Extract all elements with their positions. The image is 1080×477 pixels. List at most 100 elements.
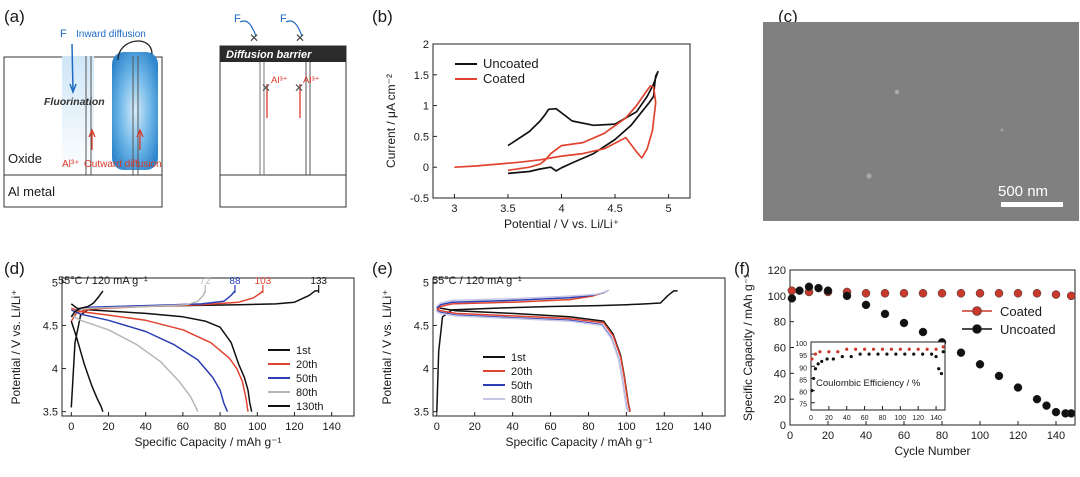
charge-curve-80th: [436, 289, 610, 308]
x-tick-label: 4: [558, 203, 564, 215]
inset-point-coated: [863, 347, 867, 351]
y-axis-label: Specific Capacity / mAh g⁻¹: [741, 274, 755, 421]
sem-particle: [866, 173, 872, 179]
capacity-marker-label: 103: [255, 276, 272, 287]
inset-point-uncoated: [937, 367, 941, 371]
inset-point-uncoated: [934, 354, 938, 359]
x-tick-label: 60: [544, 421, 556, 433]
x-tick-label: 40: [860, 430, 872, 442]
plot-frame: [61, 277, 355, 417]
y-tick-label: 5: [52, 277, 58, 289]
data-point-uncoated: [899, 318, 909, 328]
panel-a-label: (a): [4, 7, 25, 26]
plot-frame: [432, 277, 726, 417]
inset-point-uncoated: [831, 357, 835, 361]
inset-point-uncoated: [813, 367, 818, 371]
inset-point-uncoated: [840, 354, 844, 359]
f-ion-barrier-2: F: [280, 13, 287, 25]
inset-point-uncoated: [825, 357, 829, 361]
x-tick-label: 120: [655, 421, 673, 433]
x-tick-label: 40: [507, 421, 519, 433]
data-point-uncoated: [918, 327, 928, 337]
inset-point-uncoated: [912, 352, 916, 356]
y-tick-label: 80: [774, 317, 786, 329]
legend-label: 1st: [511, 352, 526, 364]
legend-label: 50th: [296, 373, 317, 385]
y-tick-label: 0: [423, 162, 429, 174]
data-point-uncoated: [823, 286, 833, 295]
y-tick-label: 5: [423, 277, 429, 289]
y-tick-label: 75: [799, 402, 807, 409]
legend-label: 1st: [296, 345, 311, 357]
x-tick-label: 0: [434, 421, 440, 433]
data-point-uncoated: [1042, 401, 1051, 410]
condition-label-d: 55°C / 120 mA g⁻¹: [58, 275, 148, 287]
f-ion-label: F: [60, 28, 67, 40]
x-tick-label: 100: [971, 430, 989, 442]
inset-point-coated: [925, 347, 929, 351]
discharge-curve-50th: [70, 309, 229, 412]
inset-point-uncoated: [867, 352, 871, 356]
discharge-curve-130th: [70, 320, 104, 412]
x-tick-label: 20: [822, 430, 834, 442]
inset-point-uncoated: [810, 388, 814, 393]
x-tick-label: 3.5: [500, 203, 515, 215]
x-tick-label: 5: [666, 203, 672, 215]
inset-point-coated: [836, 350, 840, 354]
inset-point-uncoated: [816, 362, 820, 366]
scale-bar-label: 500 nm: [998, 183, 1048, 200]
curved-arrow: [117, 40, 153, 61]
coulombic-efficiency-inset: 0 20 40 60 80 100 120 140 75 80 85 90 95 100: [795, 341, 946, 422]
x-axis-label: Specific Capacity / mAh g⁻¹: [134, 435, 281, 449]
capacity-marker-label: 72: [200, 276, 212, 287]
blocked-arrow: [285, 20, 303, 37]
inset-point-coated: [810, 357, 814, 361]
x-tick-label: 3: [451, 203, 457, 215]
diffusion-barrier-layer: [220, 46, 346, 62]
x-tick-label: 40: [843, 415, 851, 422]
y-tick-label: 1: [423, 101, 429, 113]
discharge-curve-80th: [436, 310, 629, 413]
panel-c: (c) 500 nm: [763, 7, 1079, 221]
inset-point-coated: [813, 352, 818, 356]
y-tick-label: 4.5: [414, 320, 429, 332]
panel-b-label: (b): [372, 7, 393, 26]
inset-point-uncoated: [849, 354, 853, 359]
barrier-label: Diffusion barrier: [226, 49, 312, 61]
x-tick-label: 20: [102, 421, 114, 433]
y-tick-label: 100: [795, 341, 807, 348]
al3-barrier-2: Al³⁺: [303, 75, 320, 86]
inset-point-coated: [845, 347, 849, 351]
data-point-coated: [880, 289, 890, 298]
x-axis-label: Potential / V vs. Li/Li⁺: [504, 217, 619, 231]
inset-point-coated: [916, 347, 920, 351]
y-tick-label: 100: [768, 291, 786, 303]
data-point-uncoated: [814, 283, 823, 293]
y-tick-label: 0: [780, 420, 786, 432]
inset-point-uncoated: [812, 376, 816, 381]
inset-point-coated: [827, 350, 831, 354]
data-point-uncoated: [956, 348, 966, 357]
data-point-coated: [1066, 291, 1076, 301]
x-tick-label: 60: [898, 430, 910, 442]
inward-arrow: [71, 43, 74, 91]
al-metal-label: Al metal: [8, 184, 55, 199]
panel-e: (e) 0 20 40 60 80 100 120 140 3.5 4 4.5 5 Specific C…: [372, 259, 726, 449]
data-point-coated: [1032, 289, 1042, 298]
panel-f-label: (f): [734, 259, 750, 278]
x-tick-label: 100: [894, 415, 906, 422]
data-point-coated: [1013, 289, 1023, 298]
sem-particle: [894, 89, 900, 95]
sem-image: [763, 22, 1079, 221]
inset-point-uncoated: [876, 352, 880, 356]
inset-point-coated: [889, 347, 894, 351]
inset-point-coated: [907, 347, 911, 351]
y-tick-label: 90: [799, 365, 807, 372]
cv-curve-coated: [454, 85, 657, 172]
x-tick-label: 140: [693, 421, 711, 433]
x-tick-label: 60: [177, 421, 189, 433]
panel-f: (f) 0 20 40 60 80 100 120 140 0 20 40 60 80 100 120 Cyc…: [734, 259, 1076, 458]
x-tick-label: 100: [248, 421, 266, 433]
discharge-curve-20th: [436, 308, 631, 412]
discharge-curve-1st: [70, 303, 253, 412]
